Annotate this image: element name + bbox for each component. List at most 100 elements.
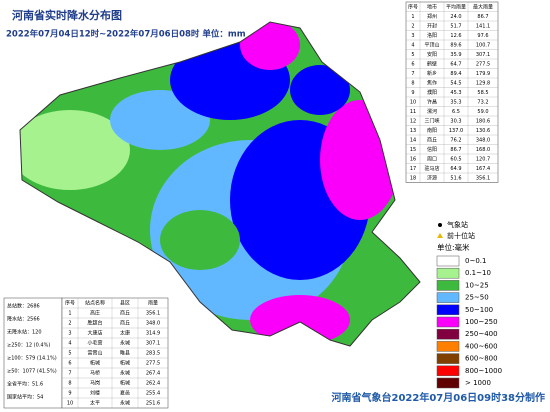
city-table-cell: 济源	[427, 174, 437, 181]
legend-swatch	[436, 267, 460, 279]
city-table-cell: 许昌	[427, 98, 437, 105]
city-table-cell: 14	[410, 137, 416, 143]
city-table-cell: 序号	[408, 3, 418, 10]
city-table-cell: 86.7	[477, 14, 488, 20]
station-table-cell: 刘楼	[90, 390, 100, 397]
legend-label: > 1000	[465, 379, 491, 387]
legend-swatch	[436, 328, 460, 340]
station-table-cell: 10	[67, 401, 73, 407]
city-table-cell: 24.0	[450, 14, 461, 20]
city-table-cell: 9	[411, 90, 414, 96]
legend-label: 250~400	[465, 330, 498, 338]
legend-top-ten: 前十位站	[447, 231, 475, 240]
city-table-cell: 35.9	[450, 52, 461, 58]
city-table-cell: 30.3	[450, 118, 461, 124]
legend: 0~0.1 0.1~10 10~25 25~50 50~100 100~250 250~40…	[436, 255, 502, 389]
city-table-cell: 307.1	[476, 52, 490, 58]
stat: ≥100：579 (14.1%)	[7, 356, 57, 362]
city-table-cell: 89.6	[450, 42, 461, 48]
city-table-cell: 地市	[427, 3, 437, 10]
city-table-cell: 平均雨量	[446, 3, 466, 10]
station-table-cell: 柘城	[90, 360, 100, 367]
station-table-cell: 雷霄山	[87, 350, 102, 357]
city-table-cell: 1	[411, 14, 414, 20]
legend-swatch	[436, 304, 460, 316]
station-table-cell: 太康	[120, 330, 130, 337]
station-table-cell: 3	[68, 331, 71, 337]
legend-swatch	[436, 353, 460, 364]
city-table-cell: 16	[410, 156, 416, 162]
station-table-cell: 大康店	[87, 330, 102, 337]
city-table-cell: 焦作	[427, 79, 437, 86]
city-table-cell: 58.5	[477, 90, 488, 96]
station-table-cell: 永城	[120, 400, 130, 407]
city-table-cell: 51.6	[450, 175, 461, 181]
station-table-cell: 314.9	[146, 331, 160, 337]
subtitle: 2022年07月04日12时~2022年07月06日08时 单位：mm	[6, 29, 246, 40]
station-table-cell: 柘城	[120, 360, 130, 367]
station-table-cell: 夏邑	[120, 391, 130, 397]
station-table-cell: 永城	[120, 340, 130, 347]
legend-swatch	[436, 292, 460, 303]
stat: 全省平均：51.6	[7, 381, 43, 388]
station-table-cell: 251.6	[146, 401, 160, 407]
station-table-cell: 283.5	[146, 351, 160, 357]
station-table-cell: 7	[68, 371, 71, 377]
city-table-cell: 三门峡	[424, 117, 439, 124]
station-table-cell: 255.4	[146, 391, 160, 397]
station-table-cell: 马桥	[90, 370, 100, 377]
city-table-cell: 安阳	[427, 51, 437, 58]
station-table-cell: 277.5	[146, 361, 160, 367]
city-table-cell: 2	[411, 23, 414, 29]
city-table-cell: 51.7	[450, 23, 461, 29]
stat: 降水站：2566	[7, 316, 40, 323]
station-table-cell: 马岗	[90, 380, 100, 387]
legend-label: 800~1000	[465, 367, 502, 375]
city-table-cell: 洛阳	[427, 32, 437, 39]
legend-swatch	[436, 280, 460, 291]
city-table-cell: 濮阳	[427, 89, 437, 96]
city-table-cell: 漯河	[427, 108, 437, 115]
city-table-cell: 13	[410, 128, 416, 134]
station-table-cell: 永城	[120, 370, 130, 377]
city-table-cell: 73.2	[477, 99, 488, 105]
city-table-cell: 141.1	[476, 23, 490, 29]
legend-label: 10~25	[465, 281, 489, 289]
footer: 河南省气象台2022年07月06日09时38分制作	[332, 391, 546, 404]
legend-swatch	[436, 365, 460, 377]
city-table-cell: 15	[410, 147, 416, 153]
city-table-cell: 180.6	[476, 118, 490, 124]
city-table-cell: 137.0	[449, 128, 463, 134]
station-table-cell: 307.1	[146, 341, 160, 347]
city-table-cell: 6	[411, 61, 414, 67]
city-table-bg	[405, 1, 499, 183]
city-table-cell: 54.5	[450, 80, 461, 86]
city-table-cell: 348.0	[476, 137, 490, 143]
station-table-cell: 4	[68, 341, 71, 347]
station-table-cell: 267.4	[146, 371, 160, 377]
city-table-cell: 5	[411, 52, 414, 58]
city-table-cell: 97.6	[477, 33, 488, 39]
city-table-cell: 86.7	[450, 147, 461, 153]
city-table-cell: 驻马店	[424, 165, 439, 172]
station-table-cell: 商丘	[120, 320, 130, 327]
station-table-cell: 9	[68, 391, 71, 397]
city-table-cell: 17	[410, 166, 416, 172]
stats-bg	[3, 297, 63, 409]
station-table-cell: 高庄	[90, 310, 100, 317]
legend-label: 600~800	[465, 355, 498, 363]
city-table-cell: 76.2	[450, 137, 461, 143]
legend-label: 0.1~10	[465, 269, 491, 277]
legend-unit: 单位:毫米	[437, 242, 470, 252]
station-table-cell: 胜超台	[87, 320, 102, 327]
stat: ≥50：1077 (41.5%)	[7, 369, 57, 375]
city-table-cell: 11	[410, 109, 416, 115]
stat: ≥250：12 (0.4%)	[7, 343, 50, 349]
station-table-cell: 站点名称	[85, 300, 105, 307]
city-table-cell: 鹤壁	[427, 60, 437, 67]
city-table-cell: 10	[410, 99, 416, 105]
city-table-cell: 120.7	[476, 156, 490, 162]
legend-station: 气象站	[447, 220, 468, 229]
